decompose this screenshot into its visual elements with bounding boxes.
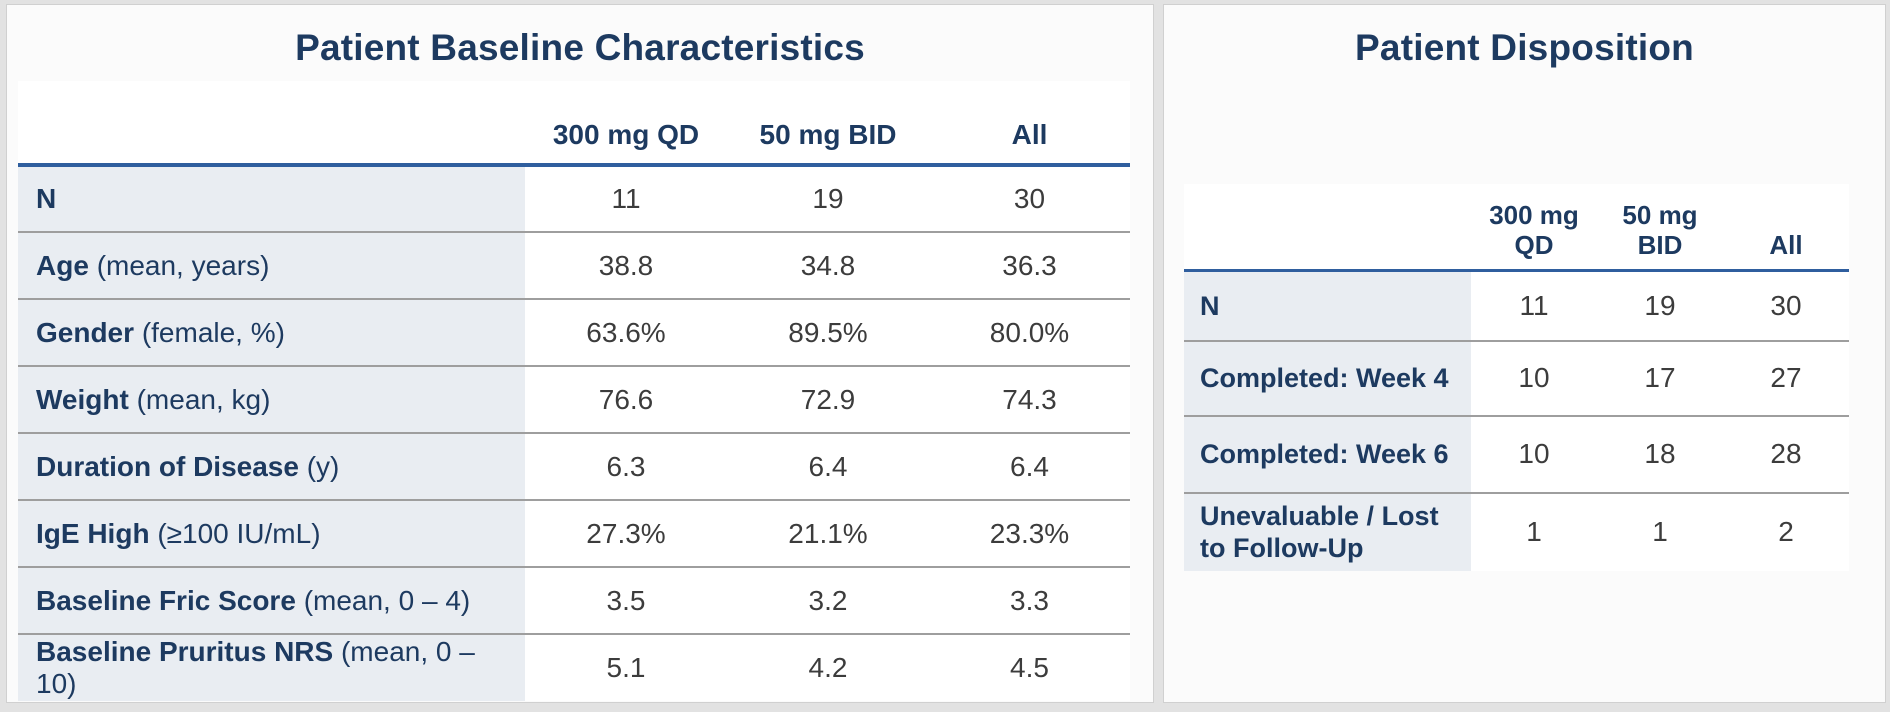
cell-value: 3.2 [727, 566, 929, 634]
table-row: Unevaluable / Lost to Follow-Up 1 1 2 [1184, 491, 1849, 571]
row-label: N [1184, 270, 1471, 341]
cell-value: 1 [1471, 491, 1597, 571]
column-header: All [929, 81, 1130, 167]
page-title: Patient Disposition [1355, 27, 1694, 68]
row-label-main: Duration of Disease [36, 450, 299, 482]
table-row: Duration of Disease (y) 6.3 6.4 6.4 [18, 432, 1130, 500]
cell-value: 30 [929, 165, 1130, 232]
cell-value: 19 [727, 165, 929, 232]
table-row: Baseline Pruritus NRS (mean, 0 – 10) 5.1… [18, 633, 1130, 701]
cell-value: 10 [1471, 339, 1597, 416]
cell-value: 2 [1723, 491, 1849, 571]
row-label: Completed: Week 6 [1184, 414, 1471, 493]
cell-value: 3.3 [929, 566, 1130, 634]
page-title: Patient Baseline Characteristics [295, 27, 865, 68]
table-row: Completed: Week 6 10 18 28 [1184, 414, 1849, 493]
row-label-main: Weight [36, 383, 129, 415]
row-label: Baseline Pruritus NRS (mean, 0 – 10) [18, 633, 525, 701]
cell-value: 6.3 [525, 432, 727, 500]
cell-value: 11 [525, 165, 727, 232]
row-label-header [18, 81, 525, 167]
cell-value: 34.8 [727, 231, 929, 299]
column-header: 300 mg QD [525, 81, 727, 167]
table-row: IgE High (≥100 IU/mL) 27.3% 21.1% 23.3% [18, 499, 1130, 567]
row-label-main: Gender [36, 316, 135, 348]
cell-value: 6.4 [727, 432, 929, 500]
cell-value: 21.1% [727, 499, 929, 567]
cell-value: 63.6% [525, 298, 727, 366]
row-label: Duration of Disease (y) [18, 432, 525, 500]
row-label: Age (mean, years) [18, 231, 525, 299]
row-label-main: Baseline Fric Score [36, 584, 296, 616]
row-label-main: IgE High [36, 517, 150, 549]
column-header: 50 mg BID [727, 81, 929, 167]
cell-value: 3.5 [525, 566, 727, 634]
row-label-note: (mean, 0 – 4) [303, 584, 471, 616]
table-header-row: 300 mg QD 50 mg BID All [18, 81, 1130, 167]
table-row: Completed: Week 4 10 17 27 [1184, 339, 1849, 416]
row-label: IgE High (≥100 IU/mL) [18, 499, 525, 567]
row-label: Weight (mean, kg) [18, 365, 525, 433]
baseline-characteristics-panel: Patient Baseline Characteristics 300 mg … [6, 4, 1154, 703]
column-header: 300 mg QD [1471, 184, 1597, 272]
cell-value: 18 [1597, 414, 1723, 493]
row-label-note: (y) [306, 450, 340, 482]
row-label: Completed: Week 4 [1184, 339, 1471, 416]
row-label-main: N [36, 183, 57, 214]
cell-value: 11 [1471, 270, 1597, 341]
cell-value: 74.3 [929, 365, 1130, 433]
cell-value: 17 [1597, 339, 1723, 416]
table-row: Weight (mean, kg) 76.6 72.9 74.3 [18, 365, 1130, 433]
table-header-row: 300 mg QD 50 mg BID All [1184, 184, 1849, 272]
row-label: N [18, 165, 525, 232]
row-label: Unevaluable / Lost to Follow-Up [1184, 491, 1471, 571]
row-label-header [1184, 184, 1471, 272]
patient-disposition-panel: Patient Disposition 300 mg QD 50 mg BID … [1163, 4, 1886, 703]
column-header: All [1723, 184, 1849, 272]
cell-value: 80.0% [929, 298, 1130, 366]
row-label-main: Age [36, 249, 89, 281]
table-row: N 11 19 30 [1184, 270, 1849, 341]
cell-value: 28 [1723, 414, 1849, 493]
row-label-note: (≥100 IU/mL) [157, 517, 321, 549]
table-row: Baseline Fric Score (mean, 0 – 4) 3.5 3.… [18, 566, 1130, 634]
row-label: Gender (female, %) [18, 298, 525, 366]
cell-value: 76.6 [525, 365, 727, 433]
cell-value: 30 [1723, 270, 1849, 341]
row-label-note: (mean, 0 – 10) [36, 636, 475, 699]
table-row: Gender (female, %) 63.6% 89.5% 80.0% [18, 298, 1130, 366]
row-label-note: (mean, years) [96, 249, 270, 281]
cell-value: 72.9 [727, 365, 929, 433]
cell-value: 4.2 [727, 633, 929, 701]
cell-value: 23.3% [929, 499, 1130, 567]
baseline-table: 300 mg QD 50 mg BID All N 11 19 30 Age (… [18, 81, 1130, 701]
cell-value: 6.4 [929, 432, 1130, 500]
disposition-table: 300 mg QD 50 mg BID All N 11 19 30 Compl… [1184, 184, 1849, 571]
row-label-note: (female, %) [141, 316, 285, 348]
row-label-note: (mean, kg) [136, 383, 271, 415]
table-row: Age (mean, years) 38.8 34.8 36.3 [18, 231, 1130, 299]
cell-value: 89.5% [727, 298, 929, 366]
table-row: N 11 19 30 [18, 165, 1130, 232]
row-label-main: Baseline Pruritus NRS [36, 636, 334, 667]
cell-value: 1 [1597, 491, 1723, 571]
column-header: 50 mg BID [1597, 184, 1723, 272]
cell-value: 27 [1723, 339, 1849, 416]
cell-value: 5.1 [525, 633, 727, 701]
cell-value: 10 [1471, 414, 1597, 493]
cell-value: 19 [1597, 270, 1723, 341]
cell-value: 27.3% [525, 499, 727, 567]
row-label: Baseline Fric Score (mean, 0 – 4) [18, 566, 525, 634]
cell-value: 4.5 [929, 633, 1130, 701]
cell-value: 38.8 [525, 231, 727, 299]
cell-value: 36.3 [929, 231, 1130, 299]
